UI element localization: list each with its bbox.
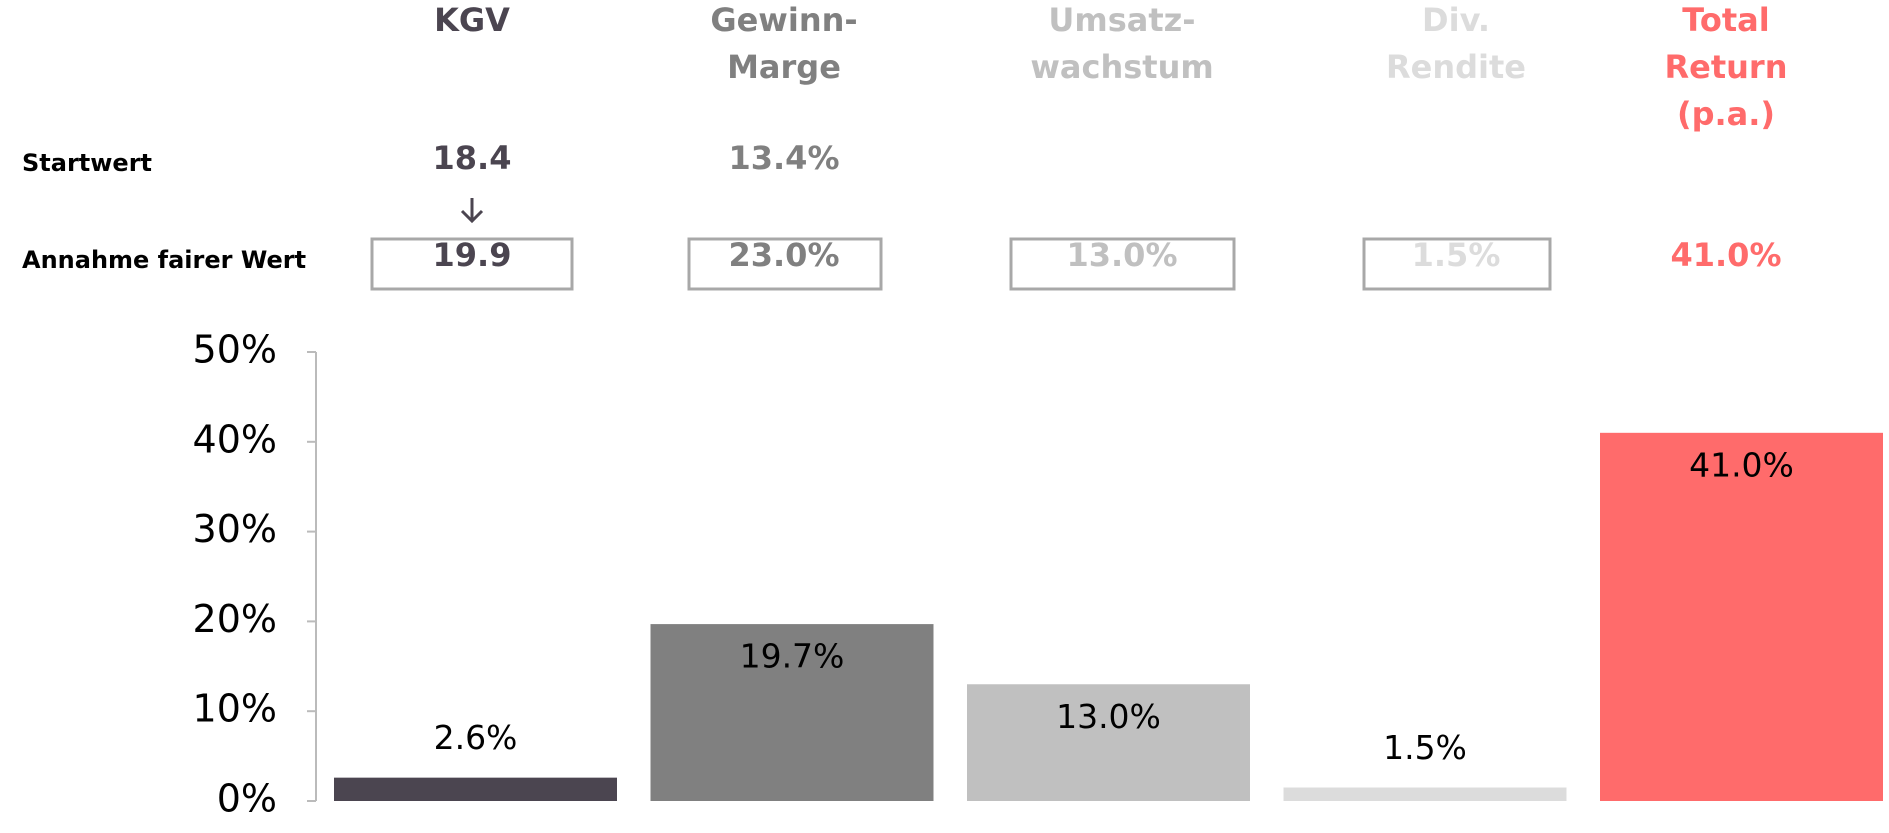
table-value: 41.0% (1670, 236, 1781, 274)
value-label: 2.6% (434, 718, 518, 757)
input-box[interactable] (687, 237, 883, 291)
table-value: 23.0% (728, 236, 839, 274)
row-label: Startwert (22, 149, 152, 177)
column-header: Rendite (1386, 48, 1526, 86)
column-header: Total (1682, 1, 1769, 39)
table-value: 18.4 (433, 139, 512, 177)
row-label: Annahme fairer Wert (22, 246, 306, 274)
y-tick-label: 10% (193, 687, 277, 731)
column-header: (p.a.) (1677, 95, 1775, 133)
y-tick-label: 50% (193, 328, 277, 372)
table-value: 19.9 (433, 236, 512, 274)
value-label: 19.7% (740, 637, 845, 676)
value-label: 13.0% (1056, 697, 1161, 736)
y-tick-label: 0% (217, 777, 277, 821)
y-tick-label: 20% (193, 597, 277, 641)
arrow (460, 198, 484, 224)
y-tick-label: 30% (193, 507, 277, 551)
bar (334, 777, 617, 801)
value-label: 1.5% (1383, 728, 1467, 767)
column-header: Marge (727, 48, 841, 86)
column-header: Return (1665, 48, 1788, 86)
input-box[interactable] (1362, 237, 1552, 291)
bar (650, 624, 934, 801)
column-header: Div. (1422, 1, 1490, 39)
table-value: 13.4% (728, 139, 839, 177)
table-value: 13.0% (1066, 236, 1177, 274)
value-label: 41.0% (1689, 445, 1794, 484)
column-header: Gewinn- (710, 1, 857, 39)
bar (1283, 787, 1567, 801)
column-header: wachstum (1030, 48, 1213, 86)
y-tick-label: 40% (193, 417, 277, 461)
column-header: KGV (434, 1, 510, 39)
table-value: 1.5% (1412, 236, 1501, 274)
bar (967, 684, 1250, 801)
column-header: Umsatz- (1048, 1, 1195, 39)
input-box[interactable] (1009, 237, 1236, 291)
bar (1600, 432, 1883, 801)
input-box[interactable] (370, 237, 574, 291)
